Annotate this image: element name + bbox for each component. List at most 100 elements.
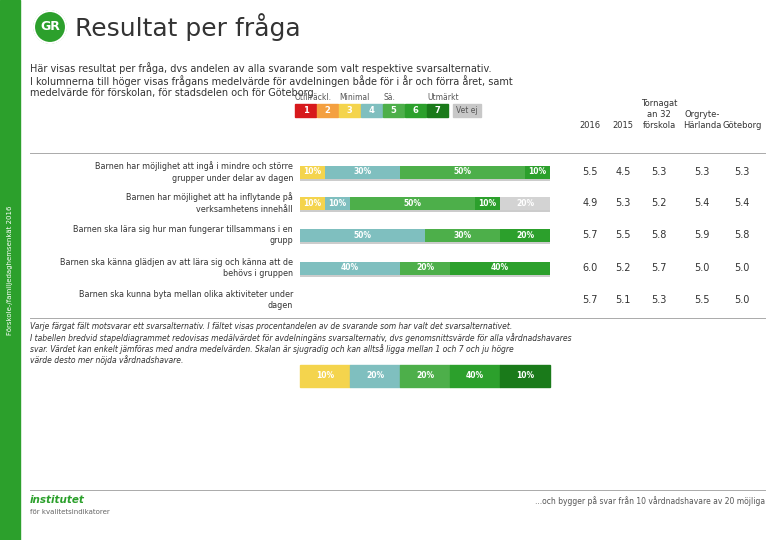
Text: 5.4: 5.4	[694, 198, 710, 208]
Text: 5.7: 5.7	[651, 263, 667, 273]
Text: Resultat per fråga: Resultat per fråga	[75, 13, 300, 41]
Bar	[350, 365, 400, 387]
Bar	[325, 165, 400, 179]
Text: 5.5: 5.5	[582, 167, 597, 177]
Text: Barnen ska kunna byta mellan olika aktiviteter under
dagen: Barnen ska kunna byta mellan olika aktiv…	[79, 289, 293, 310]
Bar	[361, 104, 382, 117]
Bar	[295, 104, 316, 117]
Text: 4.9: 4.9	[583, 198, 597, 208]
Text: 3: 3	[346, 106, 353, 115]
Text: 7: 7	[434, 106, 441, 115]
Text: 5.4: 5.4	[734, 198, 750, 208]
Text: svar. Värdet kan enkelt jämföras med andra medelvärden. Skalan är sjugradig och : svar. Värdet kan enkelt jämföras med and…	[30, 344, 514, 354]
Bar	[300, 210, 550, 212]
Text: 2: 2	[324, 106, 331, 115]
Text: 5.3: 5.3	[615, 198, 631, 208]
Text: 4.5: 4.5	[615, 167, 631, 177]
Text: 30%: 30%	[353, 167, 371, 177]
Bar	[500, 228, 550, 241]
Bar	[400, 261, 450, 274]
Text: 50%: 50%	[403, 199, 421, 207]
Bar	[300, 365, 350, 387]
Bar	[300, 165, 325, 179]
Text: Förskole-/familjedaghemsenkät 2016: Förskole-/familjedaghemsenkät 2016	[7, 205, 13, 335]
Text: 5.8: 5.8	[734, 230, 750, 240]
Text: 1: 1	[303, 106, 308, 115]
Text: 10%: 10%	[303, 167, 321, 177]
Text: 40%: 40%	[491, 264, 509, 273]
Text: 20%: 20%	[416, 264, 434, 273]
Text: Sä.: Sä.	[383, 93, 395, 102]
Bar	[475, 197, 500, 210]
Text: 5.2: 5.2	[651, 198, 667, 208]
Text: medelvärde för förskolan, för stadsdelen och för Göteborg.: medelvärde för förskolan, för stadsdelen…	[30, 88, 317, 98]
Text: Göteborg: Göteborg	[722, 121, 762, 130]
Bar	[525, 165, 550, 179]
Text: Varje färgat fält motsvarar ett svarsalternativ. I fältet visas procentandelen a: Varje färgat fält motsvarar ett svarsalt…	[30, 322, 512, 331]
Text: 10%: 10%	[316, 372, 334, 381]
Text: 10%: 10%	[303, 199, 321, 207]
Text: 2016: 2016	[580, 121, 601, 130]
Text: 20%: 20%	[416, 372, 434, 381]
Text: 5.2: 5.2	[615, 263, 631, 273]
Text: I kolumnerna till höger visas frågans medelvärde för avdelningen både för i år o: I kolumnerna till höger visas frågans me…	[30, 75, 512, 87]
Bar	[0, 0, 20, 540]
Bar	[400, 165, 525, 179]
Text: 5.5: 5.5	[615, 230, 631, 240]
Text: 4: 4	[369, 106, 374, 115]
Bar	[300, 241, 550, 244]
Text: 10%: 10%	[478, 199, 497, 207]
Bar	[425, 228, 500, 241]
Bar	[300, 228, 425, 241]
Text: ...och bygger på svar från 10 vårdnadshavare av 20 möjliga: ...och bygger på svar från 10 vårdnadsha…	[535, 496, 765, 506]
Bar	[450, 365, 500, 387]
Text: 10%: 10%	[516, 372, 534, 381]
Text: 5.8: 5.8	[651, 230, 667, 240]
Text: Orgryte-
Härlanda: Orgryte- Härlanda	[682, 110, 722, 130]
Text: 5.3: 5.3	[651, 167, 667, 177]
Text: 5.3: 5.3	[734, 167, 750, 177]
Text: Minimal: Minimal	[339, 93, 370, 102]
Text: I tabellen bredvid stapeldiagrammet redovisas medälvärdet för avdelningäns svars: I tabellen bredvid stapeldiagrammet redo…	[30, 333, 572, 343]
Bar	[383, 104, 404, 117]
Text: 50%: 50%	[353, 231, 371, 240]
Text: Barnen ska känna glädjen av att lära sig och känna att de
behövs i gruppen: Barnen ska känna glädjen av att lära sig…	[60, 258, 293, 279]
Text: 30%: 30%	[453, 231, 472, 240]
Text: 5.1: 5.1	[615, 295, 631, 305]
Text: 5: 5	[391, 106, 396, 115]
Bar	[339, 104, 360, 117]
Bar	[500, 197, 550, 210]
Bar	[400, 365, 450, 387]
Text: Otillräckl.: Otillräckl.	[295, 93, 332, 102]
Bar	[405, 104, 426, 117]
Text: 10%: 10%	[528, 167, 547, 177]
Bar	[300, 179, 550, 180]
Text: 5.0: 5.0	[694, 263, 710, 273]
Text: 6: 6	[413, 106, 418, 115]
Text: Vet ej: Vet ej	[456, 106, 478, 115]
Text: 40%: 40%	[466, 372, 484, 381]
Bar	[427, 104, 448, 117]
Text: 40%: 40%	[341, 264, 359, 273]
Circle shape	[34, 11, 66, 43]
Text: 20%: 20%	[366, 372, 384, 381]
Bar	[300, 261, 400, 274]
Text: 20%: 20%	[516, 231, 534, 240]
Bar	[500, 365, 550, 387]
Text: 5.7: 5.7	[582, 295, 597, 305]
Bar	[350, 197, 475, 210]
Text: 5.0: 5.0	[734, 295, 750, 305]
Text: GR: GR	[40, 21, 60, 33]
Text: Barnen har möjlighet att ha inflytande på
verksamhetens innehåll: Barnen har möjlighet att ha inflytande p…	[126, 192, 293, 214]
Bar	[300, 274, 550, 276]
Text: 6.0: 6.0	[583, 263, 597, 273]
Text: Här visas resultat per fråga, dvs andelen av alla svarande som valt respektive s: Här visas resultat per fråga, dvs andele…	[30, 62, 491, 74]
Text: värde desto mer nöjda vårdnadshavare.: värde desto mer nöjda vårdnadshavare.	[30, 355, 183, 365]
Text: Barnen ska lära sig hur man fungerar tillsammans i en
grupp: Barnen ska lära sig hur man fungerar til…	[73, 225, 293, 245]
Text: 5.3: 5.3	[694, 167, 710, 177]
Bar	[300, 197, 325, 210]
Bar	[317, 104, 338, 117]
Bar	[325, 197, 350, 210]
Text: 10%: 10%	[328, 199, 346, 207]
Text: för kvalitetsindikatorer: för kvalitetsindikatorer	[30, 509, 110, 515]
